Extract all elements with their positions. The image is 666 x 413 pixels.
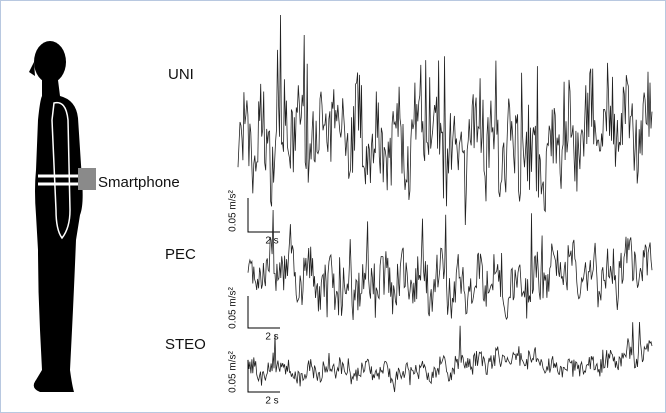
amplitude-scale: 0.05 m/s² [228,286,239,328]
panel-label: UNI [168,66,194,83]
frame [1,1,666,413]
time-scale: 2 s [265,396,278,407]
amplitude-scale: 0.05 m/s² [228,350,239,392]
time-scale: 2 s [265,332,278,343]
panel-label: PEC [165,246,196,263]
amplitude-scale: 0.05 m/s² [228,189,239,231]
sensor-label: Smartphone [98,174,180,191]
panel-label: STEO [165,336,206,353]
figure: Smartphone UNI 2 s 0.05 m/s² PEC 2 s 0.05 m/s… [0,0,666,413]
